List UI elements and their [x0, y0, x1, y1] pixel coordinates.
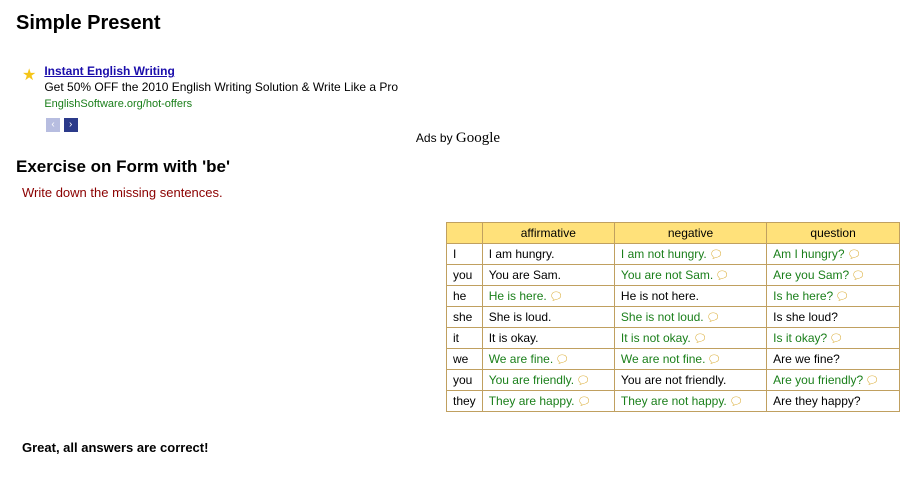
col-header-affirmative: affirmative: [482, 222, 614, 243]
q-cell: Is it okay?🗨: [767, 327, 900, 348]
pronoun-cell: they: [447, 390, 483, 411]
cell-text: Are you Sam?: [773, 268, 849, 282]
cell-text: She is loud.: [489, 310, 552, 324]
q-cell: Are they happy?: [767, 390, 900, 411]
cell-text: I am not hungry.: [621, 247, 707, 261]
speech-bubble-icon[interactable]: 🗨: [715, 269, 729, 282]
aff-cell: I am hungry.: [482, 243, 614, 264]
neg-cell: You are not Sam.🗨: [614, 264, 766, 285]
cell-text: Is it okay?: [773, 331, 827, 345]
cell-text: Is he here?: [773, 289, 833, 303]
neg-cell: I am not hungry.🗨: [614, 243, 766, 264]
table-row: she She is loud. She is not loud.🗨 Is she l…: [447, 306, 900, 327]
aff-cell: You are friendly.🗨: [482, 369, 614, 390]
speech-bubble-icon[interactable]: 🗨: [706, 311, 720, 324]
cell-text: They are happy.: [489, 394, 575, 408]
pronoun-cell: I: [447, 243, 483, 264]
q-cell: Am I hungry?🗨: [767, 243, 900, 264]
speech-bubble-icon[interactable]: 🗨: [555, 353, 569, 366]
speech-bubble-icon[interactable]: 🗨: [835, 290, 849, 303]
cell-text: It is okay.: [489, 331, 539, 345]
ad-prev-button: ‹: [46, 118, 60, 132]
ads-by-label: Ads by Google: [16, 130, 900, 147]
cell-text: Are you friendly?: [773, 373, 863, 387]
q-cell: Is she loud?: [767, 306, 900, 327]
table-row: itIt is okay.It is not okay.🗨Is it okay?…: [447, 327, 900, 348]
instruction-text: Write down the missing sentences.: [22, 185, 900, 200]
neg-cell: She is not loud.🗨: [614, 306, 766, 327]
neg-cell: It is not okay.🗨: [614, 327, 766, 348]
pronoun-cell: we: [447, 348, 483, 369]
exercise-title: Exercise on Form with 'be': [16, 157, 900, 177]
table-row: theyThey are happy.🗨They are not happy.🗨…: [447, 390, 900, 411]
cell-text: He is here.: [489, 289, 547, 303]
ad-next-button[interactable]: ›: [64, 118, 78, 132]
speech-bubble-icon[interactable]: 🗨: [709, 248, 723, 261]
q-cell: Are you Sam?🗨: [767, 264, 900, 285]
pronoun-cell: you: [447, 369, 483, 390]
cell-text: You are not Sam.: [621, 268, 713, 282]
table-row: youYou are Sam.You are not Sam.🗨Are you …: [447, 264, 900, 285]
cell-text: It is not okay.: [621, 331, 691, 345]
ad-url[interactable]: EnglishSoftware.org/hot-offers: [44, 98, 192, 110]
aff-cell: You are Sam.: [482, 264, 614, 285]
q-cell: Are you friendly?🗨: [767, 369, 900, 390]
cell-text: Are they happy?: [773, 394, 860, 408]
table-row: II am hungry.I am not hungry.🗨Am I hungr…: [447, 243, 900, 264]
aff-cell: She is loud.: [482, 306, 614, 327]
neg-cell: He is not here.: [614, 285, 766, 306]
cell-text: He is not here.: [621, 289, 699, 303]
page-title: Simple Present: [16, 12, 900, 35]
cell-text: She is not loud.: [621, 310, 704, 324]
table-row: heHe is here.🗨He is not here.Is he here?…: [447, 285, 900, 306]
cell-text: Am I hungry?: [773, 247, 844, 261]
pronoun-cell: she: [447, 306, 483, 327]
cell-text: I am hungry.: [489, 247, 555, 261]
speech-bubble-icon[interactable]: 🗨: [865, 374, 879, 387]
speech-bubble-icon[interactable]: 🗨: [829, 332, 843, 345]
speech-bubble-icon[interactable]: 🗨: [847, 248, 861, 261]
star-icon: ★: [22, 65, 36, 85]
neg-cell: They are not happy.🗨: [614, 390, 766, 411]
speech-bubble-icon[interactable]: 🗨: [549, 290, 563, 303]
pronoun-cell: he: [447, 285, 483, 306]
neg-cell: You are not friendly.: [614, 369, 766, 390]
aff-cell: It is okay.: [482, 327, 614, 348]
q-cell: Is he here?🗨: [767, 285, 900, 306]
speech-bubble-icon[interactable]: 🗨: [577, 395, 591, 408]
speech-bubble-icon[interactable]: 🗨: [693, 332, 707, 345]
neg-cell: We are not fine.🗨: [614, 348, 766, 369]
cell-text: Is she loud?: [773, 310, 838, 324]
exercise-table: affirmative negative question I I am hung…: [446, 222, 900, 412]
table-row: weWe are fine.🗨We are not fine.🗨Are we f…: [447, 348, 900, 369]
table-row: youYou are friendly.🗨You are not friendl…: [447, 369, 900, 390]
cell-text: They are not happy.: [621, 394, 727, 408]
ad-block: ★ Instant English Writing Get 50% OFF th…: [22, 63, 900, 112]
cell-text: Are we fine?: [773, 352, 840, 366]
cell-text: You are Sam.: [489, 268, 561, 282]
ad-description: Get 50% OFF the 2010 English Writing Sol…: [44, 80, 398, 94]
cell-text: You are not friendly.: [621, 373, 726, 387]
q-cell: Are we fine?: [767, 348, 900, 369]
cell-text: We are not fine.: [621, 352, 706, 366]
feedback-text: Great, all answers are correct!: [22, 440, 900, 455]
pronoun-cell: you: [447, 264, 483, 285]
ad-title-link[interactable]: Instant English Writing: [44, 64, 174, 78]
pronoun-cell: it: [447, 327, 483, 348]
speech-bubble-icon[interactable]: 🗨: [729, 395, 743, 408]
aff-cell: They are happy.🗨: [482, 390, 614, 411]
speech-bubble-icon[interactable]: 🗨: [851, 269, 865, 282]
speech-bubble-icon[interactable]: 🗨: [576, 374, 590, 387]
aff-cell: We are fine.🗨: [482, 348, 614, 369]
col-header-question: question: [767, 222, 900, 243]
aff-cell: He is here.🗨: [482, 285, 614, 306]
table-corner: [447, 222, 483, 243]
cell-text: We are fine.: [489, 352, 553, 366]
speech-bubble-icon[interactable]: 🗨: [707, 353, 721, 366]
col-header-negative: negative: [614, 222, 766, 243]
cell-text: You are friendly.: [489, 373, 574, 387]
